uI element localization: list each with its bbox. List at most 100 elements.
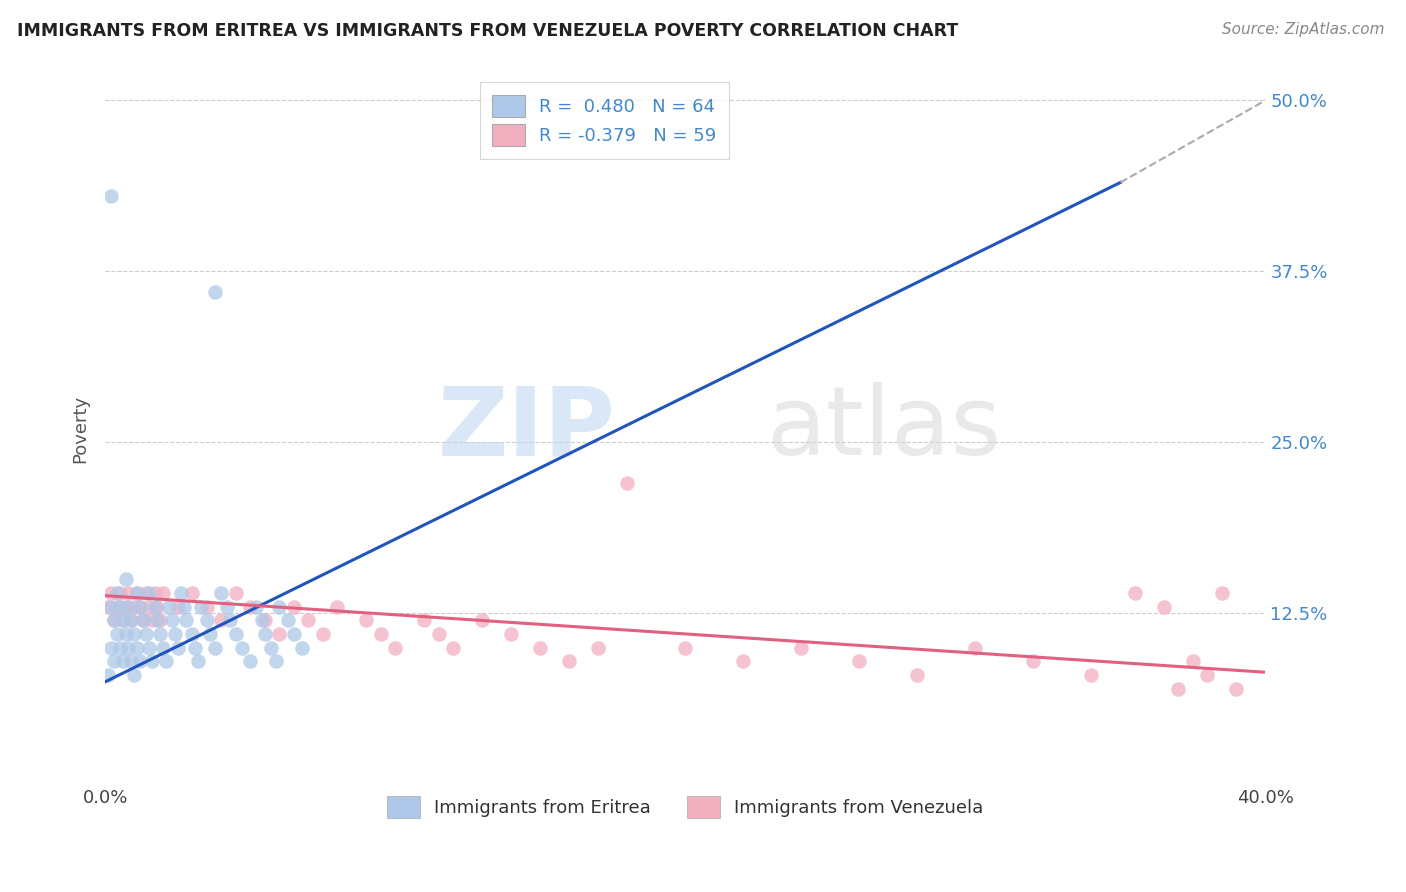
Point [269,627,291,641]
Point [122,668,145,682]
Point [103,613,125,627]
Point [356,613,378,627]
Point [616,476,638,491]
Point [239,654,262,668]
Point [250,613,273,627]
Point [117,586,139,600]
Point [277,613,299,627]
Point [441,640,464,655]
Point [149,627,172,641]
Point [297,613,319,627]
Text: IMMIGRANTS FROM ERITREA VS IMMIGRANTS FROM VENEZUELA POVERTY CORRELATION CHART: IMMIGRANTS FROM ERITREA VS IMMIGRANTS FR… [17,22,957,40]
Point [111,613,134,627]
Point [152,640,174,655]
Point [105,627,128,641]
Point [195,613,218,627]
Point [253,613,276,627]
Point [100,586,122,600]
Point [501,627,523,641]
Point [253,627,276,641]
Point [114,627,136,641]
Text: ZIP: ZIP [437,382,616,475]
Point [1181,654,1204,668]
Point [129,654,152,668]
Point [117,640,139,655]
Point [135,586,157,600]
Point [181,627,204,641]
Point [97,668,120,682]
Point [129,599,152,614]
Point [166,599,188,614]
Point [471,613,494,627]
Text: atlas: atlas [766,382,1001,475]
Point [848,654,870,668]
Point [1022,654,1045,668]
Point [120,613,142,627]
Point [97,599,120,614]
Point [100,640,122,655]
Point [166,640,188,655]
Point [312,627,335,641]
Point [122,599,145,614]
Point [122,627,145,641]
Point [259,640,281,655]
Point [1211,586,1233,600]
Point [326,599,349,614]
Point [1080,668,1102,682]
Point [127,586,149,600]
Point [103,654,125,668]
Point [204,640,226,655]
Point [157,599,180,614]
Point [120,654,142,668]
Point [138,640,160,655]
Point [114,572,136,586]
Point [127,640,149,655]
Point [905,668,928,682]
Point [239,599,262,614]
Point [138,599,160,614]
Legend: Immigrants from Eritrea, Immigrants from Venezuela: Immigrants from Eritrea, Immigrants from… [380,789,991,825]
Point [195,599,218,614]
Point [114,599,136,614]
Point [152,586,174,600]
Point [413,613,436,627]
Point [181,586,204,600]
Point [965,640,987,655]
Point [1225,681,1247,696]
Point [163,627,186,641]
Point [269,599,291,614]
Point [149,613,172,627]
Point [146,599,169,614]
Point [173,599,195,614]
Point [198,627,221,641]
Point [209,586,232,600]
Point [187,654,209,668]
Point [108,599,131,614]
Point [135,627,157,641]
Point [558,654,581,668]
Point [219,613,242,627]
Point [111,613,134,627]
Point [155,654,177,668]
Point [108,586,131,600]
Point [111,654,134,668]
Point [673,640,696,655]
Point [733,654,755,668]
Point [108,640,131,655]
Point [291,640,314,655]
Point [1167,681,1189,696]
Point [184,640,207,655]
Point [1197,668,1219,682]
Point [105,599,128,614]
Point [120,613,142,627]
Point [190,599,212,614]
Text: Source: ZipAtlas.com: Source: ZipAtlas.com [1222,22,1385,37]
Point [588,640,610,655]
Point [209,613,232,627]
Point [176,613,198,627]
Point [283,627,305,641]
Point [790,640,813,655]
Point [1123,586,1146,600]
Point [103,613,125,627]
Point [141,654,163,668]
